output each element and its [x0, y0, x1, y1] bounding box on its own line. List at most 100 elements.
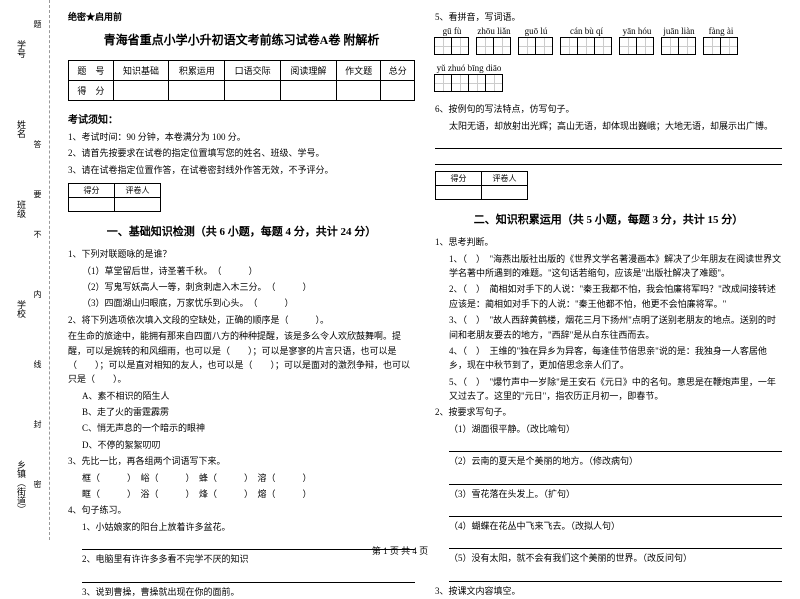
char-box[interactable]	[720, 37, 738, 55]
q6-example: 太阳无语，却放射出光辉；高山无语，却体现出巍峨；大地无语，却展示出广博。	[435, 119, 782, 133]
s2q1-item: 1、（ ） "海燕出版社出版的《世界文学名著漫画本》解决了少年朋友在阅读世界文学…	[435, 252, 782, 281]
char-box[interactable]	[577, 37, 595, 55]
char-box[interactable]	[661, 37, 679, 55]
answer-line[interactable]	[435, 135, 782, 149]
score-cell[interactable]	[281, 81, 337, 101]
pinyin: zhōu liǎn	[477, 26, 511, 36]
mini-cell-blank[interactable]	[115, 198, 161, 212]
answer-line[interactable]	[449, 535, 782, 549]
section2-title: 二、知识积累运用（共 5 小题，每题 3 分，共计 15 分）	[435, 211, 782, 227]
notice-item: 3、请在试卷指定位置作答，在试卷密封线外作答无效，不予评分。	[68, 163, 415, 177]
q2-opt: D、不停的絮絮叨叨	[82, 438, 415, 452]
q2-opt: A、素不相识的陌生人	[82, 389, 415, 403]
s2q2-item: （4）蝴蝶在花丛中飞来飞去。（改拟人句）	[449, 519, 782, 533]
s2q3-head: 3、按课文内容填空。	[435, 584, 782, 598]
score-header: 知识基础	[113, 61, 169, 81]
q2-opt: B、走了火的雷霆霹雳	[82, 405, 415, 419]
notice-head: 考试须知：	[68, 111, 415, 126]
char-box[interactable]	[594, 37, 612, 55]
char-box[interactable]	[451, 37, 469, 55]
seal-mark: 要	[32, 190, 43, 200]
char-box[interactable]	[560, 37, 578, 55]
score-header: 作文题	[336, 61, 381, 81]
s2q2-item: （2）云南的夏天是个美丽的地方。（修改病句）	[449, 454, 782, 468]
char-box[interactable]	[619, 37, 637, 55]
answer-line[interactable]	[449, 503, 782, 517]
score-table: 题 号 知识基础 积累运用 口语交际 阅读理解 作文题 总分 得 分	[68, 60, 415, 101]
seal-mark: 线	[32, 360, 43, 370]
char-box[interactable]	[434, 74, 452, 92]
pinyin: yǔ zhuó bīng diāo	[435, 63, 503, 73]
mini-cell-blank[interactable]	[482, 186, 528, 200]
score-cell[interactable]	[381, 81, 415, 101]
char-box[interactable]	[434, 37, 452, 55]
seal-mark: 答	[32, 140, 43, 150]
seal-mark: 不	[32, 230, 43, 240]
score-cell[interactable]	[225, 81, 281, 101]
pinyin: juān liàn	[662, 26, 696, 36]
char-box[interactable]	[468, 74, 486, 92]
pinyin: yān hóu	[620, 26, 654, 36]
score-cell[interactable]	[169, 81, 225, 101]
char-box[interactable]	[518, 37, 536, 55]
score-header: 阅读理解	[281, 61, 337, 81]
s2q1-item: 4、（ ） 王维的"独在异乡为异客，每逢佳节倍思亲"说的是：我独身一人客居他乡，…	[435, 344, 782, 373]
char-box[interactable]	[476, 37, 494, 55]
binding-margin: 学号 姓名 班级 学校 乡镇（街道） 题 答 要 不 内 线 封 密	[0, 0, 50, 540]
mini-cell-blank[interactable]	[436, 186, 482, 200]
margin-student-id: 学号	[15, 40, 28, 58]
char-box[interactable]	[485, 74, 503, 92]
char-box[interactable]	[535, 37, 553, 55]
answer-line[interactable]	[82, 569, 415, 583]
notice-item: 1、考试时间：90 分钟，本卷满分为 100 分。	[68, 130, 415, 144]
score-cell[interactable]	[336, 81, 381, 101]
score-cell[interactable]	[113, 81, 169, 101]
char-box[interactable]	[451, 74, 469, 92]
char-box[interactable]	[636, 37, 654, 55]
s2q1-head: 1、思考判断。	[435, 235, 782, 249]
s2q1-item: 2、（ ） 蔺相如对手下的人说："秦王我都不怕，我会怕廉将军吗？"改成间接转述应…	[435, 282, 782, 311]
q2-head: 2、将下列选项依次填入文段的空缺处，正确的顺序是（ ）。	[68, 313, 415, 327]
char-box[interactable]	[703, 37, 721, 55]
answer-line[interactable]	[435, 151, 782, 165]
q2-opt: C、悄无声息的一个暗示的眼神	[82, 421, 415, 435]
q4-item: 2、电脑里有许许多多看不完学不厌的知识	[82, 552, 415, 566]
answer-line[interactable]	[449, 471, 782, 485]
seal-mark: 题	[32, 20, 43, 30]
pinyin: cán bù qí	[561, 26, 612, 36]
grader-table: 得分评卷人	[435, 171, 528, 200]
score-header: 口语交际	[225, 61, 281, 81]
left-column: 绝密★启用前 青海省重点小学小升初语文考前练习试卷A卷 附解析 题 号 知识基础…	[58, 10, 425, 530]
page-container: 学号 姓名 班级 学校 乡镇（街道） 题 答 要 不 内 线 封 密 绝密★启用…	[0, 0, 800, 540]
mini-cell-blank[interactable]	[69, 198, 115, 212]
margin-school: 学校	[15, 300, 28, 318]
answer-line[interactable]	[82, 536, 415, 550]
seal-mark: 内	[32, 290, 43, 300]
s2q2-item: （3）雪花落在头发上。（扩句）	[449, 487, 782, 501]
q4-head: 4、句子练习。	[68, 503, 415, 517]
seal-mark: 密	[32, 480, 43, 490]
char-box[interactable]	[678, 37, 696, 55]
confidential-label: 绝密★启用前	[68, 10, 415, 23]
pinyin-grid: gū fù zhōu liǎn guō lú cán bù qí yān hóu…	[435, 26, 782, 92]
margin-district: 乡镇（街道）	[15, 460, 28, 514]
s2q2-item: （5）没有太阳，就不会有我们这个美丽的世界。（改反问句）	[449, 551, 782, 565]
q3-line: 眶（ ） 浴（ ） 烽（ ） 熔（ ）	[68, 487, 415, 501]
q1-item: （1）草堂留后世，诗圣著千秋。 （ ）	[82, 264, 415, 278]
answer-line[interactable]	[449, 568, 782, 582]
q1-item: （3）四面湖山归眼底，万家忧乐到心头。 （ ）	[82, 296, 415, 310]
notice-item: 2、请首先按要求在试卷的指定位置填写您的姓名、班级、学号。	[68, 146, 415, 160]
answer-line[interactable]	[449, 438, 782, 452]
q1-item: （2）写鬼写妖高人一等，刺贪刺虐入木三分。 （ ）	[82, 280, 415, 294]
grader-table: 得分评卷人	[68, 183, 161, 212]
score-header: 积累运用	[169, 61, 225, 81]
score-header: 题 号	[69, 61, 114, 81]
q6-head: 6、按例句的写法特点，仿写句子。	[435, 102, 782, 116]
mini-cell: 得分	[69, 184, 115, 198]
exam-title: 青海省重点小学小升初语文考前练习试卷A卷 附解析	[68, 31, 415, 48]
char-box[interactable]	[493, 37, 511, 55]
section1-title: 一、基础知识检测（共 6 小题，每题 4 分，共计 24 分）	[68, 223, 415, 239]
q4-item: 1、小姑娘家的阳台上放着许多盆花。	[82, 520, 415, 534]
mini-cell: 评卷人	[115, 184, 161, 198]
q5-head: 5、看拼音，写词语。	[435, 10, 782, 24]
